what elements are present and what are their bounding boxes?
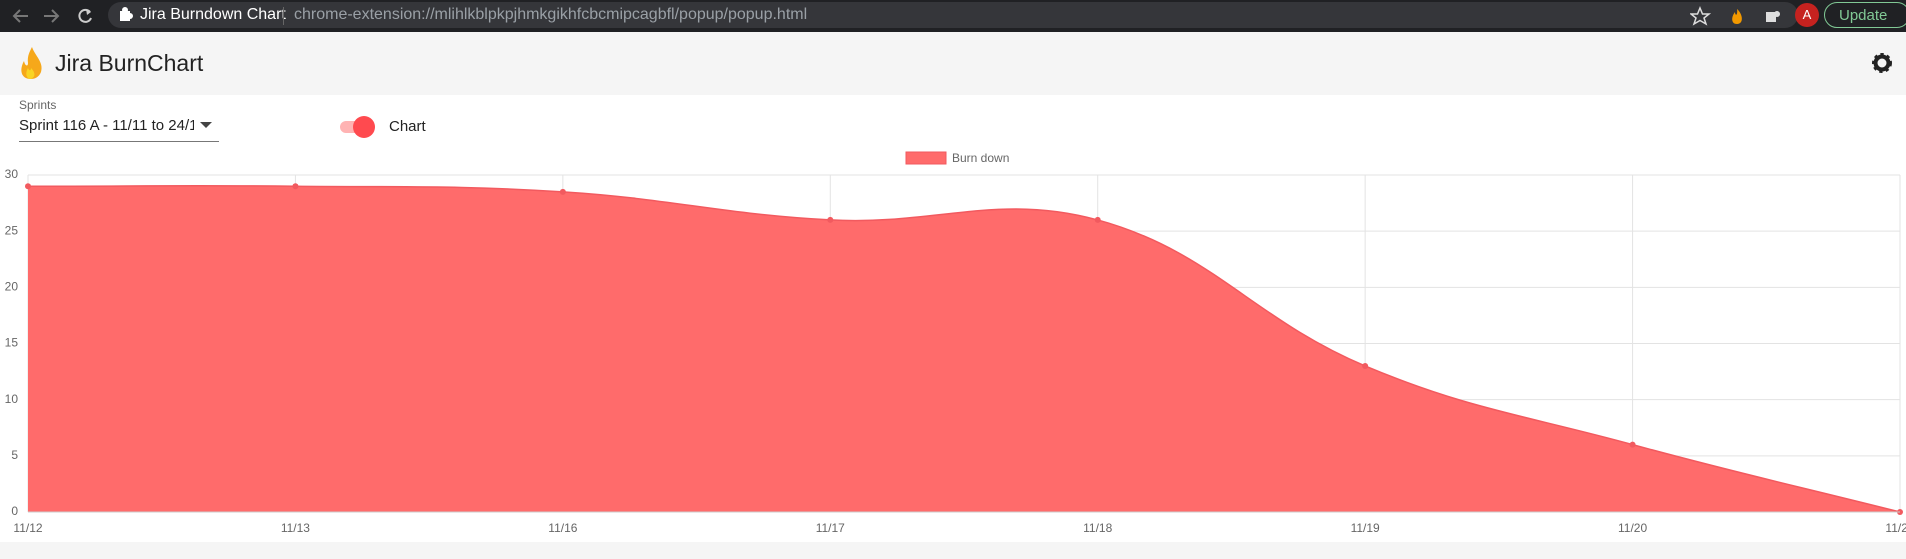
x-tick-label: 11/12	[13, 521, 42, 535]
update-button[interactable]: Update	[1824, 2, 1906, 28]
address-bar[interactable]	[108, 2, 1798, 28]
y-tick-label: 10	[5, 392, 19, 406]
browser-bar: Jira Burndown Chart chrome-extension://m…	[0, 0, 1906, 32]
extension-icon	[120, 7, 133, 21]
y-tick-label: 5	[11, 448, 18, 462]
dropdown-arrow[interactable]	[200, 122, 214, 130]
area	[28, 185, 1900, 512]
settings-icon[interactable]	[1870, 51, 1894, 75]
x-tick-label: 11/17	[816, 521, 845, 535]
select-underline	[19, 141, 219, 142]
point	[1362, 362, 1369, 369]
point	[292, 183, 299, 190]
point	[25, 183, 31, 190]
separator	[283, 7, 284, 25]
x-tick-label: 11/20	[1618, 521, 1647, 535]
x-tick-label: 11/13	[281, 521, 310, 535]
y-tick-label: 30	[5, 167, 19, 181]
y-tick-label: 20	[5, 280, 19, 294]
url[interactable]: chrome-extension://mlihlkblpkpjhmkgikhfc…	[294, 6, 808, 23]
toolbar-icons	[1690, 6, 1780, 26]
nav-icons	[12, 8, 92, 23]
point	[827, 216, 834, 223]
footer	[0, 542, 1906, 559]
legend-label: Burn down	[952, 151, 1009, 165]
point	[1629, 441, 1636, 448]
app-header	[0, 32, 1906, 95]
point	[559, 188, 566, 195]
chart-toggle[interactable]	[338, 115, 378, 139]
x-tick-label: 11/18	[1083, 521, 1112, 535]
legend-swatch	[905, 151, 947, 165]
line	[27, 184, 1901, 513]
flame-icon	[21, 47, 42, 79]
y-tick-label: 15	[5, 336, 19, 350]
x-tick-label: 11/16	[548, 521, 577, 535]
x-tick-label: 11/21	[1885, 521, 1906, 535]
y-tick-label: 25	[5, 223, 19, 237]
sprint-select[interactable]: Sprint 116 A - 11/11 to 24/11	[19, 117, 194, 134]
app-title: Jira BurnChart	[55, 50, 204, 76]
avatar[interactable]: A	[1795, 3, 1819, 27]
sprints-label: Sprints	[19, 98, 57, 112]
x-tick-label: 11/19	[1351, 521, 1380, 535]
toggle-label: Chart	[389, 118, 426, 135]
y-tick-label: 0	[11, 504, 18, 518]
chart: 0 5 10 15 20 25 30 11/12 11/13 11/16 11/17 11/18 11/…	[5, 151, 1906, 535]
tab-title: Jira Burndown Chart	[140, 6, 286, 23]
point	[1094, 216, 1101, 223]
